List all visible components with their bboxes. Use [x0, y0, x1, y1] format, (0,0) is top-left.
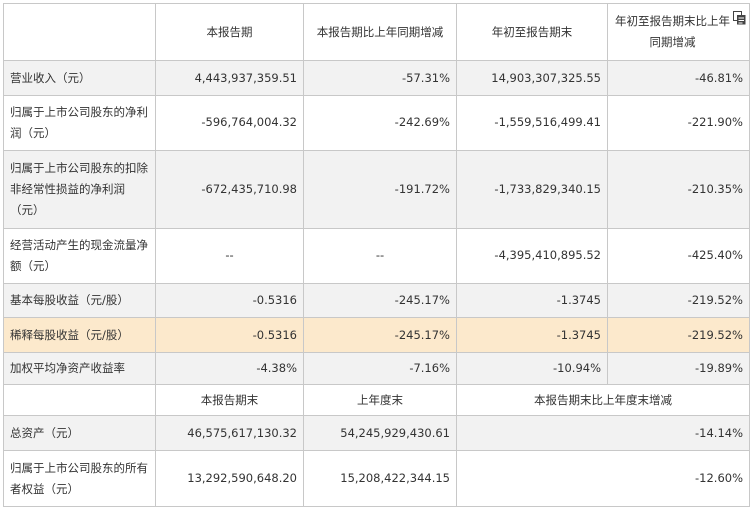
- cell-value: 14,903,307,325.55: [456, 60, 608, 96]
- cell-value: -0.5316: [155, 283, 304, 319]
- cell-value: -1.3745: [456, 317, 608, 353]
- table-row-highlighted: 稀释每股收益（元/股） -0.5316 -245.17% -1.3745 -21…: [3, 317, 750, 353]
- header-ytd-change: 年初至报告期末比上年同期增减: [615, 14, 730, 50]
- cell-value: -4,395,410,895.52: [456, 227, 608, 285]
- cell-value: -1,559,516,499.41: [456, 94, 608, 152]
- subheader-change: 本报告期末比上年度末增减: [456, 383, 750, 417]
- subheader-prior-year-end: 上年度末: [303, 383, 457, 417]
- row-label: 归属于上市公司股东的扣除非经常性损益的净利润（元）: [3, 150, 156, 229]
- table-row: 基本每股收益（元/股） -0.5316 -245.17% -1.3745 -21…: [3, 283, 750, 319]
- row-label: 加权平均净资产收益率: [3, 351, 156, 385]
- header-ytd: 年初至报告期末: [456, 2, 608, 62]
- row-label: 营业收入（元）: [3, 60, 156, 96]
- table-subheader-row: 本报告期末 上年度末 本报告期末比上年度末增减: [3, 383, 750, 417]
- cell-value: -1,733,829,340.15: [456, 150, 608, 229]
- header-current-period: 本报告期: [155, 2, 304, 62]
- table-row: 营业收入（元） 4,443,937,359.51 -57.31% 14,903,…: [3, 60, 750, 96]
- cell-value: -245.17%: [303, 283, 457, 319]
- cell-value: -219.52%: [607, 283, 750, 319]
- cell-value: -221.90%: [607, 94, 750, 152]
- row-label: 基本每股收益（元/股）: [3, 283, 156, 319]
- cell-value: -0.5316: [155, 317, 304, 353]
- subheader-blank: [3, 383, 156, 417]
- copy-icon[interactable]: [733, 11, 746, 25]
- cell-value: --: [303, 227, 457, 285]
- table-row: 总资产（元） 46,575,617,130.32 54,245,929,430.…: [3, 415, 750, 452]
- cell-value: -242.69%: [303, 94, 457, 152]
- table-row: 加权平均净资产收益率 -4.38% -7.16% -10.94% -19.89%: [3, 351, 750, 385]
- cell-value: -191.72%: [303, 150, 457, 229]
- table-header-row: 本报告期 本报告期比上年同期增减 年初至报告期末 年初至报告期末比上年同期增减: [3, 2, 750, 62]
- cell-value: -10.94%: [456, 351, 608, 385]
- header-ytd-change-cell: 年初至报告期末比上年同期增减: [607, 2, 750, 62]
- row-label: 总资产（元）: [3, 415, 156, 452]
- cell-value: -210.35%: [607, 150, 750, 229]
- cell-value: -219.52%: [607, 317, 750, 353]
- cell-value: 15,208,422,344.15: [303, 450, 457, 507]
- row-label: 归属于上市公司股东的所有者权益（元）: [3, 450, 156, 507]
- cell-value: -1.3745: [456, 283, 608, 319]
- table-row: 经营活动产生的现金流量净额（元） -- -- -4,395,410,895.52…: [3, 227, 750, 285]
- cell-value: -12.60%: [456, 450, 750, 507]
- financial-summary-table: 本报告期 本报告期比上年同期增减 年初至报告期末 年初至报告期末比上年同期增减 …: [3, 2, 750, 507]
- cell-value: -19.89%: [607, 351, 750, 385]
- table-row: 归属于上市公司股东的净利润（元） -596,764,004.32 -242.69…: [3, 94, 750, 152]
- row-label: 经营活动产生的现金流量净额（元）: [3, 227, 156, 285]
- cell-value: 54,245,929,430.61: [303, 415, 457, 452]
- cell-value: -672,435,710.98: [155, 150, 304, 229]
- cell-value: 4,443,937,359.51: [155, 60, 304, 96]
- cell-value: -4.38%: [155, 351, 304, 385]
- cell-value: -245.17%: [303, 317, 457, 353]
- header-current-period-change: 本报告期比上年同期增减: [303, 2, 457, 62]
- cell-value: -57.31%: [303, 60, 457, 96]
- table-row: 归属于上市公司股东的所有者权益（元） 13,292,590,648.20 15,…: [3, 450, 750, 507]
- cell-value: -14.14%: [456, 415, 750, 452]
- cell-value: 46,575,617,130.32: [155, 415, 304, 452]
- cell-value: -46.81%: [607, 60, 750, 96]
- cell-value: 13,292,590,648.20: [155, 450, 304, 507]
- cell-value: -596,764,004.32: [155, 94, 304, 152]
- cell-value: -7.16%: [303, 351, 457, 385]
- subheader-period-end: 本报告期末: [155, 383, 304, 417]
- cell-value: -425.40%: [607, 227, 750, 285]
- table-row: 归属于上市公司股东的扣除非经常性损益的净利润（元） -672,435,710.9…: [3, 150, 750, 229]
- row-label: 稀释每股收益（元/股）: [3, 317, 156, 353]
- cell-value: --: [155, 227, 304, 285]
- row-label: 归属于上市公司股东的净利润（元）: [3, 94, 156, 152]
- header-blank: [3, 2, 156, 62]
